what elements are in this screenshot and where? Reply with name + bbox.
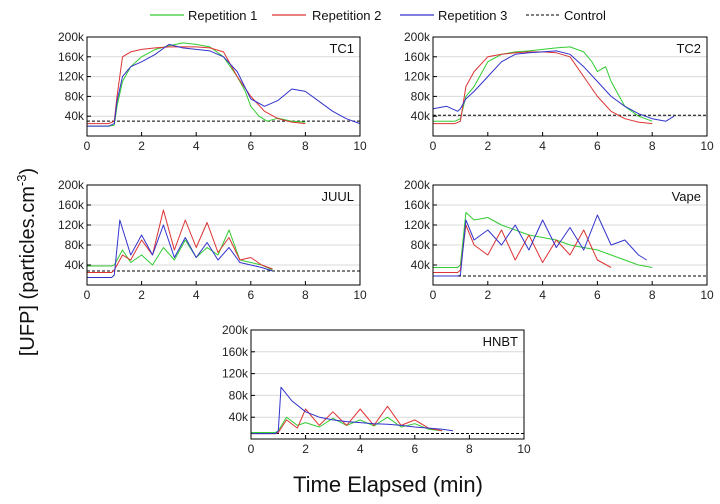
y-axis-label-main: [UFP] (particles.cm bbox=[17, 186, 39, 356]
vape-xtick-label-4: 4 bbox=[539, 288, 546, 302]
tc1-title: TC1 bbox=[329, 41, 354, 56]
hnbt-series-repetition-3 bbox=[251, 386, 454, 435]
hnbt-xtick-label-0: 0 bbox=[248, 442, 255, 456]
juul-ytick-label-160k: 160k bbox=[58, 198, 85, 212]
legend: Repetition 1 Repetition 2 Repetition 3 C… bbox=[150, 8, 606, 23]
juul-xtick-label-10: 10 bbox=[353, 288, 367, 302]
juul-series-repetition-3 bbox=[87, 219, 273, 278]
tc1-xtick-label-8: 8 bbox=[302, 139, 309, 153]
y-axis-label-close: ) bbox=[17, 168, 39, 175]
tc2-series-repetition-2 bbox=[433, 51, 653, 125]
tc2-xtick-label-2: 2 bbox=[484, 139, 491, 153]
vape-xtick-label-8: 8 bbox=[649, 288, 656, 302]
juul-ytick-label-200k: 200k bbox=[58, 178, 85, 192]
tc2-xtick-label-0: 0 bbox=[430, 139, 437, 153]
legend-item-repetition-2: Repetition 2 bbox=[272, 8, 381, 23]
tc2-ytick-label-120k: 120k bbox=[404, 70, 431, 84]
hnbt-ytick-label-80k: 80k bbox=[229, 388, 249, 402]
tc1-ytick-label-80k: 80k bbox=[65, 89, 85, 103]
tc1-ytick-label-120k: 120k bbox=[58, 70, 85, 84]
juul-series-repetition-1 bbox=[87, 229, 273, 271]
tc2-xtick-label-8: 8 bbox=[649, 139, 656, 153]
tc2-frame bbox=[432, 36, 708, 137]
hnbt-title: HNBT bbox=[483, 334, 518, 349]
vape-title: Vape bbox=[672, 189, 701, 204]
legend-item-repetition-3: Repetition 3 bbox=[400, 8, 507, 23]
juul-xtick-label-8: 8 bbox=[302, 288, 309, 302]
vape-xtick-label-6: 6 bbox=[594, 288, 601, 302]
panel-juul: 40k 80k 120k 160k 200k 0 2 4 6 8 10 JUUL bbox=[58, 178, 367, 302]
tc2-xtick-label-6: 6 bbox=[594, 139, 601, 153]
vape-series-repetition-1 bbox=[433, 212, 653, 268]
panel-tc2: 40k 80k 120k 160k 200k 0 2 4 6 8 10 TC2 bbox=[404, 30, 714, 153]
hnbt-ytick-label-120k: 120k bbox=[222, 367, 249, 381]
tc1-xtick-label-6: 6 bbox=[247, 139, 254, 153]
tc1-ytick-label-40k: 40k bbox=[65, 109, 85, 123]
hnbt-xtick-label-6: 6 bbox=[411, 442, 418, 456]
juul-title: JUUL bbox=[321, 189, 354, 204]
vape-ytick-label-200k: 200k bbox=[404, 178, 431, 192]
tc1-ytick-label-160k: 160k bbox=[58, 50, 85, 64]
juul-ytick-label-80k: 80k bbox=[65, 238, 85, 252]
legend-label-repetition-3: Repetition 3 bbox=[438, 8, 507, 23]
tc2-ytick-label-200k: 200k bbox=[404, 30, 431, 44]
tc2-xtick-label-10: 10 bbox=[700, 139, 714, 153]
tc1-xtick-label-0: 0 bbox=[84, 139, 91, 153]
panel-vape: 40k 80k 120k 160k 200k 0 2 4 6 8 10 Vape bbox=[404, 178, 714, 302]
legend-label-control: Control bbox=[564, 8, 606, 23]
y-axis-label: [UFP] (particles.cm-3) bbox=[14, 168, 39, 356]
panel-tc1: 40k 80k 120k 160k 200k 0 2 4 6 8 10 TC1 bbox=[58, 30, 367, 153]
juul-xtick-label-4: 4 bbox=[193, 288, 200, 302]
tc1-ytick-label-200k: 200k bbox=[58, 30, 85, 44]
hnbt-xtick-label-10: 10 bbox=[517, 442, 531, 456]
vape-series-repetition-3 bbox=[433, 214, 647, 277]
tc2-series-repetition-3 bbox=[432, 50, 675, 122]
legend-item-control: Control bbox=[526, 8, 606, 23]
legend-label-repetition-2: Repetition 2 bbox=[312, 8, 381, 23]
hnbt-xtick-label-8: 8 bbox=[466, 442, 473, 456]
vape-frame bbox=[432, 184, 708, 286]
vape-ytick-label-40k: 40k bbox=[411, 258, 431, 272]
hnbt-series-repetition-1 bbox=[251, 416, 443, 433]
tc1-series-repetition-3 bbox=[87, 43, 361, 127]
tc2-ytick-label-160k: 160k bbox=[404, 50, 431, 64]
vape-xtick-label-0: 0 bbox=[430, 288, 437, 302]
tc1-series-repetition-2 bbox=[87, 46, 306, 125]
x-axis-label: Time Elapsed (min) bbox=[293, 472, 483, 497]
juul-xtick-label-2: 2 bbox=[138, 288, 145, 302]
hnbt-xtick-label-2: 2 bbox=[302, 442, 309, 456]
hnbt-ytick-label-200k: 200k bbox=[222, 323, 249, 337]
juul-xtick-label-6: 6 bbox=[247, 288, 254, 302]
tc1-xtick-label-10: 10 bbox=[353, 139, 367, 153]
hnbt-ytick-label-40k: 40k bbox=[229, 410, 249, 424]
vape-xtick-label-10: 10 bbox=[700, 288, 714, 302]
tc2-ytick-label-80k: 80k bbox=[411, 89, 431, 103]
tc2-series-repetition-1 bbox=[433, 46, 653, 122]
hnbt-series-repetition-2 bbox=[251, 405, 443, 435]
vape-ytick-label-160k: 160k bbox=[404, 198, 431, 212]
tc1-frame bbox=[86, 36, 361, 137]
juul-frame bbox=[86, 184, 361, 286]
hnbt-frame bbox=[250, 329, 525, 440]
hnbt-xtick-label-4: 4 bbox=[357, 442, 364, 456]
tc2-ytick-label-40k: 40k bbox=[411, 109, 431, 123]
vape-xtick-label-2: 2 bbox=[484, 288, 491, 302]
y-axis-label-superscript: -3 bbox=[14, 175, 29, 187]
legend-label-repetition-1: Repetition 1 bbox=[188, 8, 257, 23]
panel-hnbt: 40k 80k 120k 160k 200k 0 2 4 6 8 10 HNBT bbox=[222, 323, 531, 456]
juul-series-repetition-2 bbox=[87, 209, 273, 273]
juul-xtick-label-0: 0 bbox=[84, 288, 91, 302]
tc1-series-repetition-1 bbox=[87, 42, 306, 127]
tc2-xtick-label-4: 4 bbox=[539, 139, 546, 153]
juul-ytick-label-120k: 120k bbox=[58, 218, 85, 232]
tc1-xtick-label-2: 2 bbox=[138, 139, 145, 153]
tc1-xtick-label-4: 4 bbox=[193, 139, 200, 153]
tc2-title: TC2 bbox=[676, 41, 701, 56]
hnbt-ytick-label-160k: 160k bbox=[222, 345, 249, 359]
legend-item-repetition-1: Repetition 1 bbox=[150, 8, 257, 23]
vape-ytick-label-120k: 120k bbox=[404, 218, 431, 232]
vape-ytick-label-80k: 80k bbox=[411, 238, 431, 252]
juul-ytick-label-40k: 40k bbox=[65, 258, 85, 272]
